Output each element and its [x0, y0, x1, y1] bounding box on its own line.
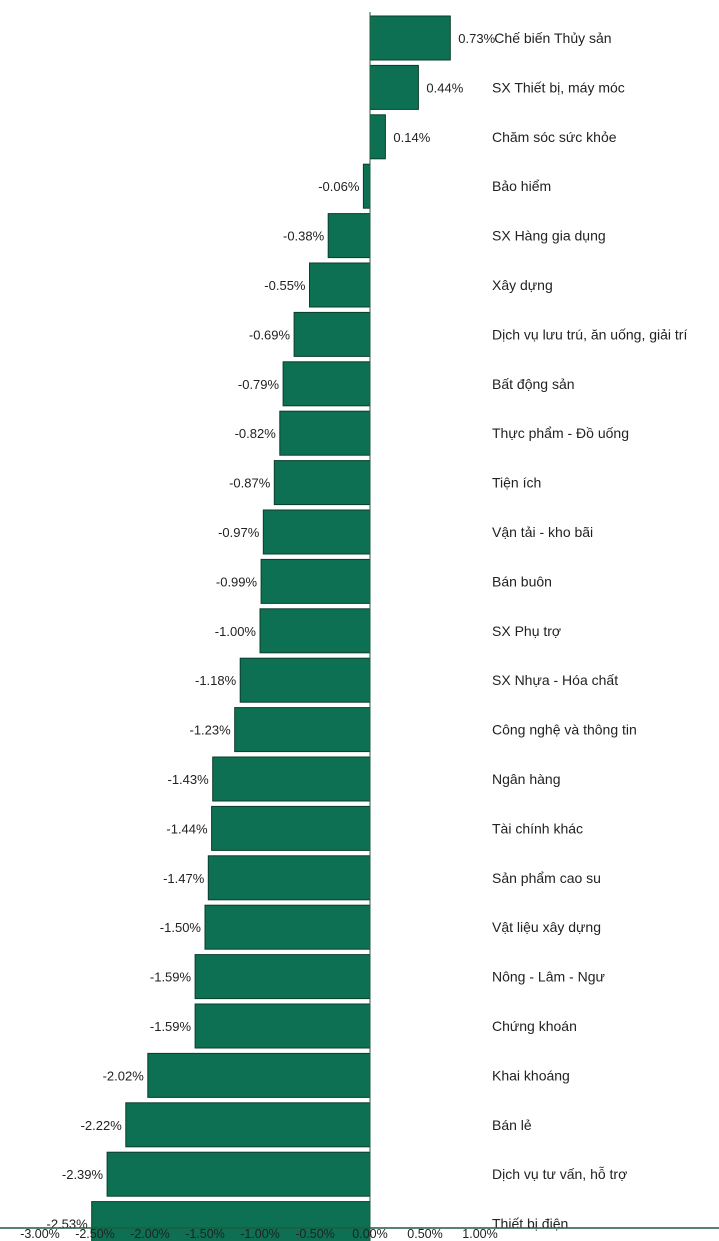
x-tick-label: -2.50%	[75, 1227, 115, 1241]
category-label: Vật liệu xây dựng	[492, 919, 601, 935]
bar	[207, 855, 371, 901]
data-label: -0.79%	[238, 377, 280, 392]
bar	[293, 311, 371, 357]
data-label: -1.50%	[160, 920, 202, 935]
bar	[369, 15, 451, 61]
bar	[194, 954, 371, 1000]
data-label: -0.69%	[249, 327, 291, 342]
category-label: Bán lẻ	[492, 1117, 532, 1133]
category-label: Thực phẩm - Đồ uống	[492, 425, 629, 441]
category-label: SX Nhựa - Hóa chất	[492, 672, 618, 688]
bar	[369, 114, 386, 160]
bar	[273, 460, 371, 506]
bar	[282, 361, 371, 407]
category-label: Bán buôn	[492, 573, 552, 589]
data-label: -2.39%	[62, 1167, 104, 1182]
bar	[194, 1003, 371, 1049]
bar	[211, 805, 371, 851]
bar	[279, 410, 371, 456]
x-tick-label: -1.00%	[240, 1227, 280, 1241]
data-label: -0.38%	[283, 229, 325, 244]
category-label: Sản phẩm cao su	[492, 870, 601, 886]
data-label: 0.44%	[426, 80, 463, 95]
category-label: Ngân hàng	[492, 771, 561, 787]
category-label: SX Thiết bị, máy móc	[492, 79, 625, 95]
data-label: -1.44%	[166, 821, 208, 836]
data-label: -1.23%	[189, 723, 231, 738]
category-label: Bảo hiểm	[492, 178, 551, 194]
data-label: -2.22%	[81, 1118, 123, 1133]
bar	[362, 163, 371, 209]
data-label: -0.55%	[264, 278, 306, 293]
data-label: -1.59%	[150, 970, 192, 985]
bar	[91, 1201, 371, 1241]
data-label: -0.99%	[216, 574, 258, 589]
category-label: Bất động sản	[492, 376, 575, 392]
data-label: -2.02%	[103, 1068, 145, 1083]
data-label: -1.59%	[150, 1019, 192, 1034]
category-label: Công nghệ và thông tin	[492, 722, 637, 738]
category-label: SX Phụ trợ	[492, 623, 561, 639]
bar	[125, 1102, 371, 1148]
data-label: 0.14%	[393, 130, 430, 145]
category-label: Chế biến Thủy sản	[494, 30, 611, 46]
bar	[369, 64, 419, 110]
bar	[204, 904, 371, 950]
bar	[260, 558, 371, 604]
x-tick-label: -0.50%	[295, 1227, 335, 1241]
data-label: -1.00%	[215, 624, 257, 639]
x-tick-label: 0.50%	[407, 1227, 442, 1241]
category-label: Dịch vụ tư vấn, hỗ trợ	[492, 1166, 627, 1182]
category-label: Chăm sóc sức khỏe	[492, 129, 617, 145]
data-label: -1.18%	[195, 673, 237, 688]
category-label: Thiết bị điện	[492, 1216, 568, 1232]
bar	[212, 756, 371, 802]
bar	[147, 1052, 371, 1098]
x-tick-labels-group: -3.00% -2.50% -2.00% -1.50% -1.00% -0.50% 0.00…	[20, 1227, 498, 1241]
bar	[309, 262, 371, 308]
category-label: Nông - Lâm - Ngư	[492, 969, 605, 985]
data-label: -0.82%	[235, 426, 277, 441]
x-tick-label: -2.00%	[130, 1227, 170, 1241]
category-label: Tài chính khác	[492, 820, 583, 836]
x-tick-label: -3.00%	[20, 1227, 60, 1241]
data-label: -0.06%	[318, 179, 360, 194]
bar	[262, 509, 371, 555]
category-label: Tiện ích	[492, 475, 541, 491]
data-label: -0.97%	[218, 525, 260, 540]
data-label: -0.87%	[229, 476, 271, 491]
category-label: Vận tải - kho bãi	[492, 524, 593, 540]
category-label: SX Hàng gia dụng	[492, 228, 606, 244]
category-label: Chứng khoán	[492, 1018, 577, 1034]
x-tick-label: -1.50%	[185, 1227, 225, 1241]
bar	[234, 707, 371, 753]
x-tick-label: 1.00%	[462, 1227, 497, 1241]
category-label: Khai khoáng	[492, 1067, 570, 1083]
bar	[106, 1151, 371, 1197]
data-label: -1.47%	[163, 871, 205, 886]
x-tick-label: 0.00%	[352, 1227, 387, 1241]
data-label: 0.73%	[458, 31, 495, 46]
category-label: Dịch vụ lưu trú, ăn uống, giải trí	[492, 326, 687, 342]
bars-group	[91, 15, 451, 1241]
category-labels-group: Chế biến Thủy sản SX Thiết bị, máy móc Chă…	[492, 30, 687, 1232]
bar	[259, 608, 371, 654]
value-labels-group: 0.73% 0.44% 0.14% -0.06% -0.38% -0.55% -0.69% -…	[46, 31, 495, 1232]
data-label: -1.43%	[167, 772, 209, 787]
bar	[327, 213, 371, 259]
bar	[239, 657, 371, 703]
category-label: Xây dựng	[492, 277, 553, 293]
